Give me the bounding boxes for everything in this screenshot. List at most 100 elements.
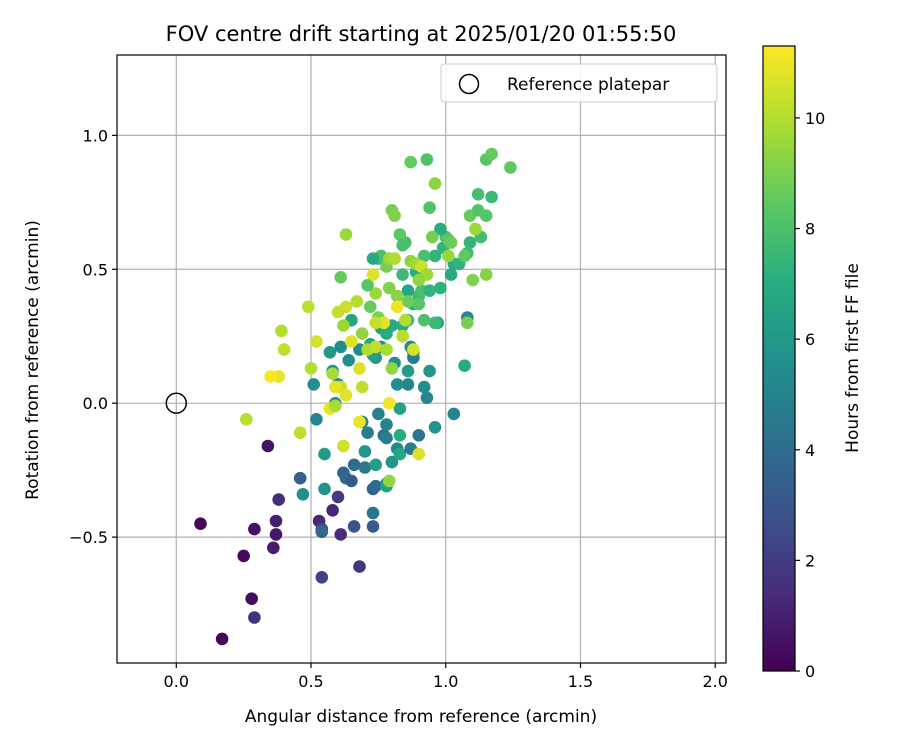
- reference-layer: [165, 392, 188, 414]
- data-point: [426, 230, 439, 244]
- data-point: [393, 228, 407, 241]
- data-point: [355, 327, 369, 340]
- colorbar-tick-label: 10: [805, 109, 825, 128]
- data-point: [428, 177, 442, 190]
- data-point: [339, 388, 353, 402]
- data-point: [396, 329, 409, 343]
- data-point: [353, 560, 366, 573]
- data-point: [385, 455, 399, 469]
- data-point: [342, 354, 356, 367]
- data-point: [434, 222, 447, 236]
- y-tick-label: 0.0: [83, 394, 108, 413]
- data-point: [310, 335, 323, 348]
- data-point: [318, 447, 331, 461]
- data-point: [401, 295, 415, 308]
- chart-title: FOV centre drift starting at 2025/01/20 …: [166, 22, 677, 46]
- data-point: [423, 364, 436, 378]
- data-point: [420, 391, 434, 405]
- data-point: [461, 316, 474, 330]
- reference-platepar-marker: [165, 392, 188, 414]
- data-point: [401, 364, 415, 378]
- data-point: [458, 249, 471, 263]
- data-point: [390, 289, 404, 303]
- colorbar-tick-label: 2: [805, 551, 815, 570]
- data-point: [485, 190, 498, 204]
- data-point: [339, 300, 353, 314]
- colorbar-label: Hours from first FF file: [843, 263, 863, 453]
- data-point: [369, 316, 383, 330]
- data-point: [412, 429, 426, 442]
- legend-label-reference: Reference platepar: [507, 75, 669, 95]
- data-point: [463, 236, 477, 249]
- data-point: [353, 415, 366, 429]
- data-point: [326, 504, 339, 517]
- data-point: [310, 413, 323, 426]
- data-point: [264, 370, 277, 383]
- data-point: [388, 252, 401, 265]
- data-point: [293, 426, 307, 440]
- x-axis-label: Angular distance from reference (arcmin): [245, 707, 597, 727]
- data-point: [466, 273, 480, 287]
- data-point: [393, 429, 407, 442]
- data-point: [347, 458, 361, 472]
- data-point: [248, 522, 261, 536]
- y-tick-label: 0.5: [83, 260, 108, 279]
- legend: Reference platepar: [440, 63, 718, 103]
- data-point: [245, 592, 258, 605]
- data-point: [382, 474, 396, 488]
- data-point: [382, 281, 396, 295]
- data-point: [444, 236, 458, 249]
- data-point: [380, 343, 393, 356]
- data-point: [401, 378, 415, 391]
- data-point: [267, 541, 280, 555]
- data-point: [369, 479, 383, 493]
- data-point: [364, 300, 377, 314]
- data-point: [326, 367, 339, 381]
- plot-frame: [116, 54, 727, 664]
- data-point: [302, 300, 315, 314]
- colorbar-tick-label: 8: [805, 220, 815, 239]
- data-point: [366, 506, 380, 520]
- data-point: [444, 268, 458, 281]
- data-point: [347, 520, 361, 533]
- data-point: [248, 611, 261, 624]
- data-point: [504, 161, 517, 174]
- data-point: [337, 439, 350, 453]
- data-point: [385, 362, 399, 375]
- data-point: [407, 343, 420, 356]
- colorbar: 0 2 4 6 8 10 Hours from first FF file: [762, 45, 863, 681]
- data-point: [337, 319, 350, 332]
- data-point: [479, 209, 493, 222]
- colorbar-gradient: [762, 45, 796, 672]
- legend-marker-reference: [458, 73, 480, 95]
- data-point: [428, 249, 442, 263]
- data-point: [296, 488, 310, 501]
- data-point: [372, 407, 385, 421]
- data-point: [380, 431, 393, 445]
- data-point: [329, 380, 342, 394]
- data-point: [315, 571, 329, 584]
- data-point: [423, 284, 436, 298]
- data-point: [479, 268, 493, 281]
- data-point: [412, 447, 426, 461]
- data-point: [334, 528, 348, 541]
- data-point: [237, 549, 250, 563]
- colorbar-tick-label: 4: [805, 441, 815, 460]
- data-point: [353, 362, 366, 375]
- data-point: [269, 528, 283, 541]
- data-point: [215, 632, 229, 646]
- data-point: [315, 525, 329, 539]
- data-point: [393, 402, 407, 415]
- data-point: [388, 209, 401, 222]
- data-point: [329, 399, 342, 413]
- data-point: [390, 378, 404, 391]
- data-point: [366, 252, 380, 265]
- data-point: [401, 284, 415, 298]
- y-tick-label: 1.0: [83, 126, 108, 145]
- data-point: [361, 426, 374, 440]
- data-point: [339, 228, 353, 241]
- colorbar-ticks: 0 2 4 6 8 10: [795, 109, 825, 681]
- axis-ticks: 0.0 0.5 1.0 1.5 2.0 −0.5 0.0 0.5 1.0: [69, 126, 728, 691]
- data-point: [275, 324, 288, 338]
- data-point: [469, 222, 482, 236]
